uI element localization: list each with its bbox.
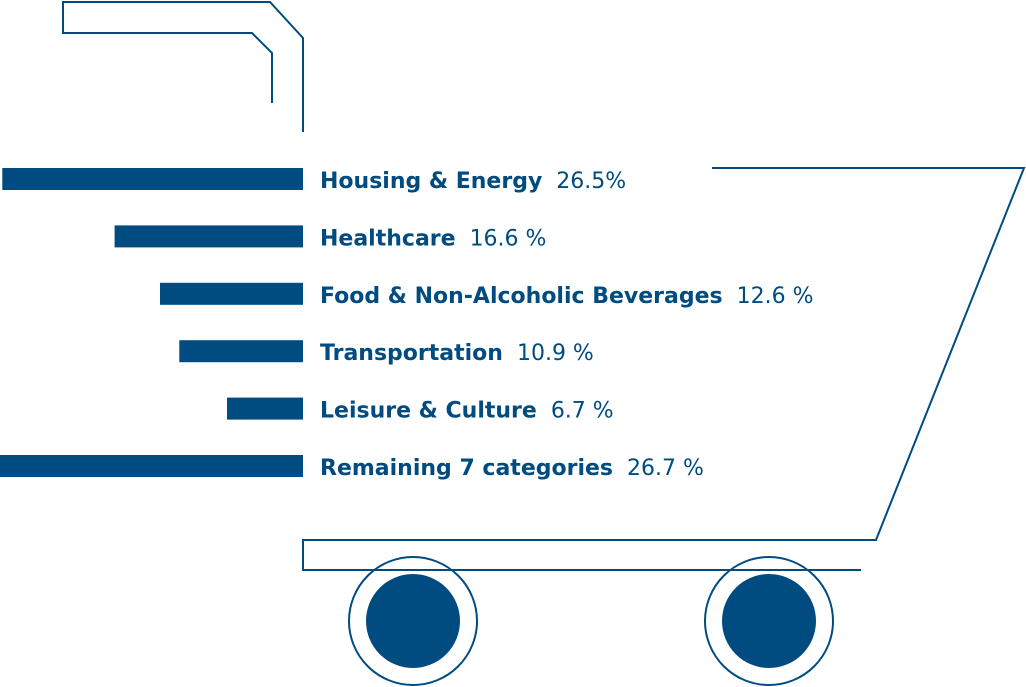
value-label: 6.7 % <box>551 399 614 424</box>
category-label: Housing & Energy <box>320 169 542 194</box>
value-label: 26.7 % <box>627 456 704 481</box>
category-label: Transportation <box>320 341 503 366</box>
bar-label-0: Housing & Energy 26.5% <box>320 169 626 194</box>
cart-handle <box>62 1 304 132</box>
cart-wheel-right-hub <box>722 574 816 668</box>
labels-layer: Housing & Energy 26.5% Healthcare 16.6 % Foo… <box>320 169 814 481</box>
bars-layer <box>0 168 304 477</box>
bar-label-4: Leisure & Culture 6.7 % <box>320 399 614 424</box>
bar-3 <box>179 340 303 363</box>
value-label: 10.9 % <box>517 341 594 366</box>
bar-label-1: Healthcare 16.6 % <box>320 226 546 251</box>
bar-label-3: Transportation 10.9 % <box>320 341 594 366</box>
bar-0 <box>2 168 304 190</box>
value-label: 12.6 % <box>737 284 814 309</box>
category-label: Food & Non-Alcoholic Beverages <box>320 284 723 309</box>
cart-wheel-left-hub <box>366 574 460 668</box>
value-label: 26.5% <box>556 169 626 194</box>
cart-wheel-right-ring <box>704 556 834 686</box>
value-label: 16.6 % <box>470 226 547 251</box>
bar-5 <box>0 455 303 477</box>
cart-illustration <box>62 1 1026 686</box>
cart-basket <box>302 167 1026 571</box>
bar-label-2: Food & Non-Alcoholic Beverages 12.6 % <box>320 284 814 309</box>
category-label: Healthcare <box>320 226 456 251</box>
category-label: Remaining 7 categories <box>320 456 613 481</box>
cart-wheel-left-ring <box>348 556 478 686</box>
bar-1 <box>114 225 303 248</box>
bar-2 <box>160 282 303 305</box>
category-label: Leisure & Culture <box>320 399 537 424</box>
bar-4 <box>227 397 303 420</box>
bar-label-5: Remaining 7 categories 26.7 % <box>320 456 704 481</box>
